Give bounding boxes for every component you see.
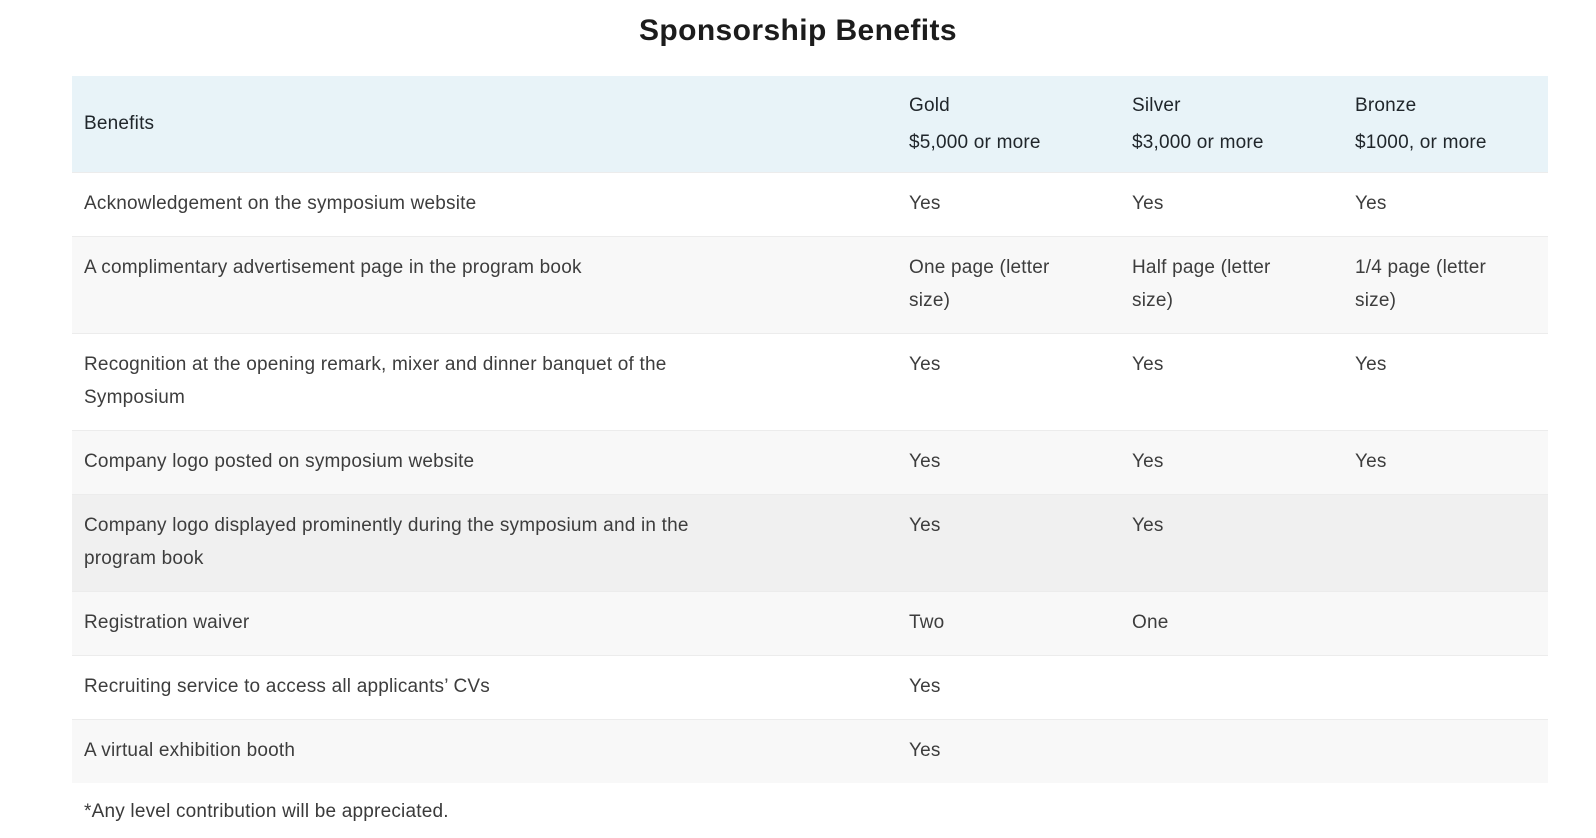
column-header-silver: Silver $3,000 or more — [1120, 76, 1343, 172]
benefit-cell: Recruiting service to access all applica… — [84, 675, 490, 697]
benefit-cell: Acknowledgement on the symposium website — [84, 192, 477, 214]
tier-amount-bronze: $1000, or more — [1355, 131, 1487, 153]
column-header-bronze: Bronze $1000, or more — [1343, 76, 1548, 172]
benefit-cell: Company logo displayed prominently durin… — [84, 514, 689, 569]
gold-value-cell: Yes — [909, 192, 941, 214]
silver-value-cell — [1120, 655, 1343, 719]
silver-value-cell: One — [1132, 611, 1169, 633]
tier-amount-silver: $3,000 or more — [1132, 131, 1264, 153]
tier-name-bronze: Bronze — [1355, 94, 1417, 116]
sponsorship-benefits-table: Benefits Gold $5,000 or more Silver $3,0… — [72, 76, 1548, 783]
gold-value-cell: Yes — [909, 675, 941, 697]
gold-value-cell: Yes — [909, 353, 941, 375]
silver-value-cell: Yes — [1132, 514, 1164, 536]
silver-value-cell: Yes — [1132, 192, 1164, 214]
benefit-cell: Registration waiver — [84, 611, 250, 633]
silver-value-cell: Yes — [1132, 353, 1164, 375]
tier-name-gold: Gold — [909, 94, 950, 116]
table-row: A complimentary advertisement page in th… — [72, 236, 1548, 333]
table-row: A virtual exhibition booth Yes — [72, 719, 1548, 783]
table-row: Company logo displayed prominently durin… — [72, 494, 1548, 591]
table-row: Acknowledgement on the symposium website… — [72, 172, 1548, 236]
bronze-value-cell — [1343, 719, 1548, 783]
bronze-value-cell: 1/4 page (letter size) — [1355, 256, 1487, 311]
bronze-value-cell — [1343, 494, 1548, 591]
bronze-value-cell — [1343, 591, 1548, 655]
silver-value-cell: Yes — [1132, 450, 1164, 472]
silver-value-cell: Half page (letter size) — [1132, 256, 1271, 311]
benefit-cell: A virtual exhibition booth — [84, 739, 296, 761]
silver-value-cell — [1120, 719, 1343, 783]
page-title: Sponsorship Benefits — [638, 14, 958, 47]
gold-value-cell: Yes — [909, 739, 941, 761]
benefit-cell: A complimentary advertisement page in th… — [84, 256, 582, 278]
table-header-row: Benefits Gold $5,000 or more Silver $3,0… — [72, 76, 1548, 172]
sponsorship-table-container: Benefits Gold $5,000 or more Silver $3,0… — [72, 76, 1548, 783]
footnote: *Any level contribution will be apprecia… — [84, 800, 449, 822]
gold-value-cell: Two — [909, 611, 945, 633]
gold-value-cell: One page (letter size) — [909, 256, 1050, 311]
table-row: Company logo posted on symposium website… — [72, 430, 1548, 494]
gold-value-cell: Yes — [909, 514, 941, 536]
bronze-value-cell — [1343, 655, 1548, 719]
column-header-gold: Gold $5,000 or more — [897, 76, 1120, 172]
table-row: Registration waiver Two One — [72, 591, 1548, 655]
bronze-value-cell: Yes — [1355, 353, 1387, 375]
table-row: Recognition at the opening remark, mixer… — [72, 333, 1548, 430]
benefit-cell: Recognition at the opening remark, mixer… — [84, 353, 667, 408]
bronze-value-cell: Yes — [1355, 450, 1387, 472]
gold-value-cell: Yes — [909, 450, 941, 472]
table-row: Recruiting service to access all applica… — [72, 655, 1548, 719]
tier-amount-gold: $5,000 or more — [909, 131, 1041, 153]
tier-name-silver: Silver — [1132, 94, 1181, 116]
column-header-benefits: Benefits — [84, 113, 155, 135]
benefit-cell: Company logo posted on symposium website — [84, 450, 475, 472]
bronze-value-cell: Yes — [1355, 192, 1387, 214]
